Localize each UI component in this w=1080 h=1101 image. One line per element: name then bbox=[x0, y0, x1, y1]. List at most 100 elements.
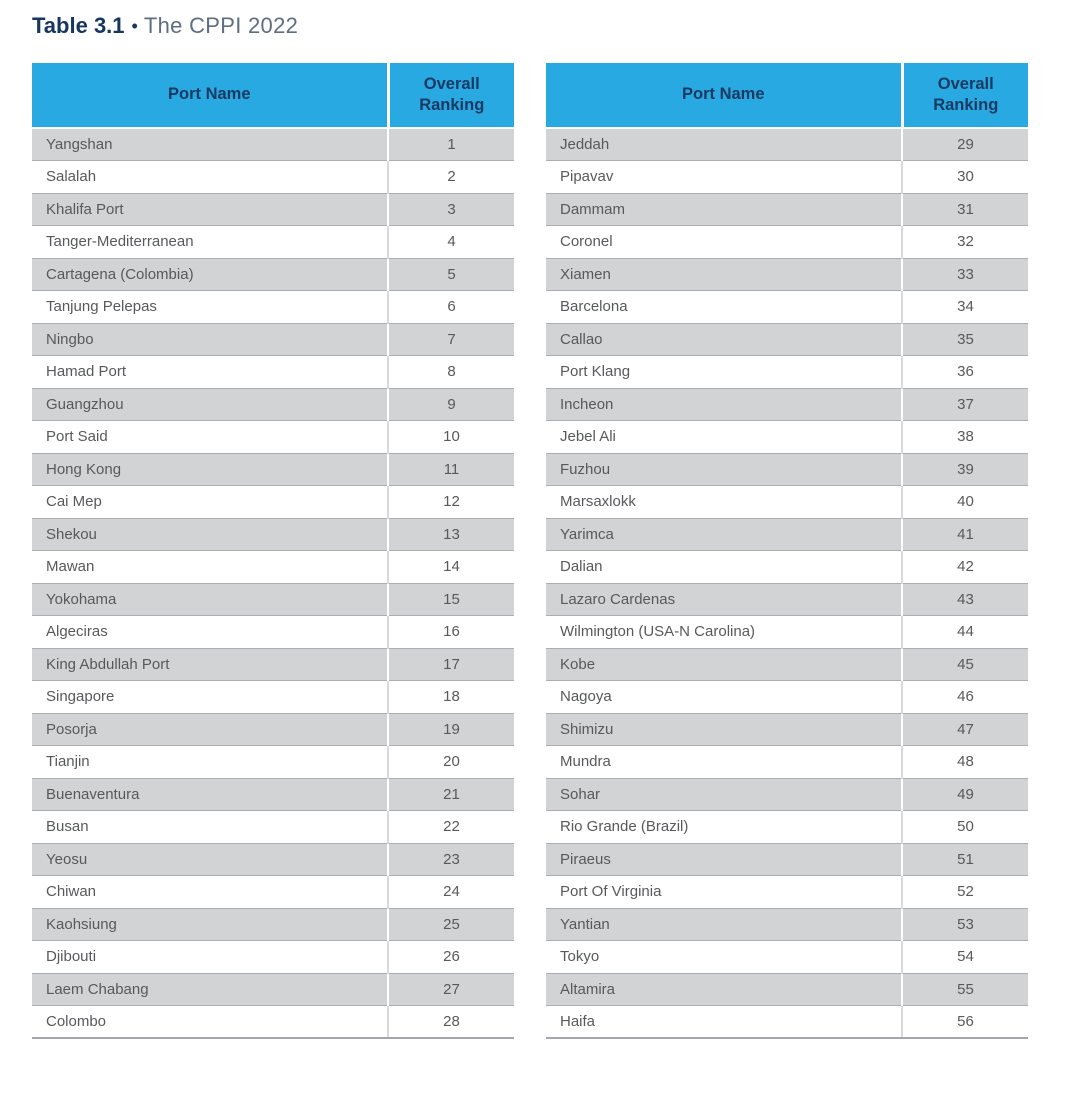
port-name-cell: Ningbo bbox=[32, 323, 388, 356]
port-name-cell: Laem Chabang bbox=[32, 973, 388, 1006]
table-row: Nagoya 46 bbox=[546, 680, 1028, 714]
cppi-table-left: Port Name Overall Ranking Yangshan 1 Salal… bbox=[32, 63, 514, 1039]
overall-ranking-cell: 48 bbox=[901, 745, 1028, 779]
port-name-cell: Algeciras bbox=[32, 615, 388, 649]
overall-ranking-cell: 10 bbox=[387, 420, 514, 454]
port-name-cell: Barcelona bbox=[546, 290, 902, 324]
port-name-cell: Fuzhou bbox=[546, 453, 902, 486]
port-name-cell: Nagoya bbox=[546, 680, 902, 714]
table-row: Posorja 19 bbox=[32, 713, 514, 746]
port-name-cell: Coronel bbox=[546, 225, 902, 259]
overall-ranking-cell: 43 bbox=[901, 583, 1028, 616]
table-row: Mawan 14 bbox=[32, 550, 514, 584]
table-row: Haifa 56 bbox=[546, 1005, 1028, 1039]
table-row: Singapore 18 bbox=[32, 680, 514, 714]
overall-ranking-cell: 24 bbox=[387, 875, 514, 909]
overall-ranking-cell: 42 bbox=[901, 550, 1028, 584]
table-row: Guangzhou 9 bbox=[32, 388, 514, 421]
overall-ranking-cell: 11 bbox=[387, 453, 514, 486]
overall-ranking-cell: 25 bbox=[387, 908, 514, 941]
overall-ranking-cell: 26 bbox=[387, 940, 514, 974]
overall-ranking-cell: 47 bbox=[901, 713, 1028, 746]
table-row: Tokyo 54 bbox=[546, 940, 1028, 974]
overall-ranking-cell: 29 bbox=[901, 128, 1028, 161]
table-row: Khalifa Port 3 bbox=[32, 193, 514, 226]
table-body-left: Yangshan 1 Salalah 2 Khalifa Port 3 Tanger-Med… bbox=[32, 128, 514, 1039]
overall-ranking-cell: 38 bbox=[901, 420, 1028, 454]
table-number: Table 3.1 bbox=[32, 13, 125, 38]
overall-ranking-cell: 36 bbox=[901, 355, 1028, 389]
port-name-cell: Kaohsiung bbox=[32, 908, 388, 941]
table-row: Algeciras 16 bbox=[32, 615, 514, 649]
port-name-cell: Rio Grande (Brazil) bbox=[546, 810, 902, 844]
header-row: Port Name Overall Ranking bbox=[546, 63, 1028, 129]
table-row: Colombo 28 bbox=[32, 1005, 514, 1039]
port-name-cell: Mundra bbox=[546, 745, 902, 779]
overall-ranking-cell: 30 bbox=[901, 160, 1028, 194]
overall-ranking-cell: 40 bbox=[901, 485, 1028, 519]
table-row: Hamad Port 8 bbox=[32, 355, 514, 389]
table-row: King Abdullah Port 17 bbox=[32, 648, 514, 681]
table-title: Table 3.1 • The CPPI 2022 bbox=[32, 13, 1080, 39]
overall-ranking-cell: 55 bbox=[901, 973, 1028, 1006]
table-row: Port Klang 36 bbox=[546, 355, 1028, 389]
table-row: Shekou 13 bbox=[32, 518, 514, 551]
table-row: Djibouti 26 bbox=[32, 940, 514, 974]
port-name-cell: Guangzhou bbox=[32, 388, 388, 421]
overall-ranking-cell: 15 bbox=[387, 583, 514, 616]
port-name-cell: Shimizu bbox=[546, 713, 902, 746]
table-row: Cartagena (Colombia) 5 bbox=[32, 258, 514, 291]
overall-ranking-cell: 33 bbox=[901, 258, 1028, 291]
table-row: Lazaro Cardenas 43 bbox=[546, 583, 1028, 616]
overall-ranking-cell: 17 bbox=[387, 648, 514, 681]
overall-ranking-cell: 3 bbox=[387, 193, 514, 226]
overall-ranking-cell: 46 bbox=[901, 680, 1028, 714]
port-name-cell: Incheon bbox=[546, 388, 902, 421]
table-row: Busan 22 bbox=[32, 810, 514, 844]
port-name-cell: Wilmington (USA-N Carolina) bbox=[546, 615, 902, 649]
port-name-cell: Yarimca bbox=[546, 518, 902, 551]
table-row: Chiwan 24 bbox=[32, 875, 514, 909]
table-row: Ningbo 7 bbox=[32, 323, 514, 356]
overall-ranking-cell: 31 bbox=[901, 193, 1028, 226]
table-row: Buenaventura 21 bbox=[32, 778, 514, 811]
overall-ranking-cell: 54 bbox=[901, 940, 1028, 974]
overall-ranking-cell: 21 bbox=[387, 778, 514, 811]
table-row: Coronel 32 bbox=[546, 225, 1028, 259]
table-row: Altamira 55 bbox=[546, 973, 1028, 1006]
port-name-cell: Jeddah bbox=[546, 128, 902, 161]
overall-ranking-cell: 45 bbox=[901, 648, 1028, 681]
table-row: Tianjin 20 bbox=[32, 745, 514, 779]
table-row: Kaohsiung 25 bbox=[32, 908, 514, 941]
table-row: Jeddah 29 bbox=[546, 128, 1028, 161]
port-name-header: Port Name bbox=[546, 63, 902, 129]
port-name-cell: Salalah bbox=[32, 160, 388, 194]
table-row: Sohar 49 bbox=[546, 778, 1028, 811]
table-row: Shimizu 47 bbox=[546, 713, 1028, 746]
port-name-header: Port Name bbox=[32, 63, 388, 129]
port-name-cell: Tanjung Pelepas bbox=[32, 290, 388, 324]
port-name-cell: Busan bbox=[32, 810, 388, 844]
port-name-cell: Mawan bbox=[32, 550, 388, 584]
overall-ranking-cell: 16 bbox=[387, 615, 514, 649]
overall-ranking-cell: 51 bbox=[901, 843, 1028, 876]
table-row: Piraeus 51 bbox=[546, 843, 1028, 876]
table-row: Wilmington (USA-N Carolina) 44 bbox=[546, 615, 1028, 649]
table-row: Tanjung Pelepas 6 bbox=[32, 290, 514, 324]
overall-ranking-cell: 27 bbox=[387, 973, 514, 1006]
overall-ranking-cell: 44 bbox=[901, 615, 1028, 649]
table-row: Port Said 10 bbox=[32, 420, 514, 454]
port-name-cell: Haifa bbox=[546, 1005, 902, 1039]
table-row: Jebel Ali 38 bbox=[546, 420, 1028, 454]
port-name-cell: Port Said bbox=[32, 420, 388, 454]
port-name-cell: Callao bbox=[546, 323, 902, 356]
table-row: Dalian 42 bbox=[546, 550, 1028, 584]
overall-ranking-header: Overall Ranking bbox=[900, 63, 1028, 129]
port-name-cell: Marsaxlokk bbox=[546, 485, 902, 519]
table-row: Rio Grande (Brazil) 50 bbox=[546, 810, 1028, 844]
overall-ranking-cell: 18 bbox=[387, 680, 514, 714]
overall-ranking-cell: 28 bbox=[387, 1005, 514, 1039]
table-row: Yantian 53 bbox=[546, 908, 1028, 941]
port-name-cell: Tanger-Mediterranean bbox=[32, 225, 388, 259]
overall-ranking-cell: 19 bbox=[387, 713, 514, 746]
